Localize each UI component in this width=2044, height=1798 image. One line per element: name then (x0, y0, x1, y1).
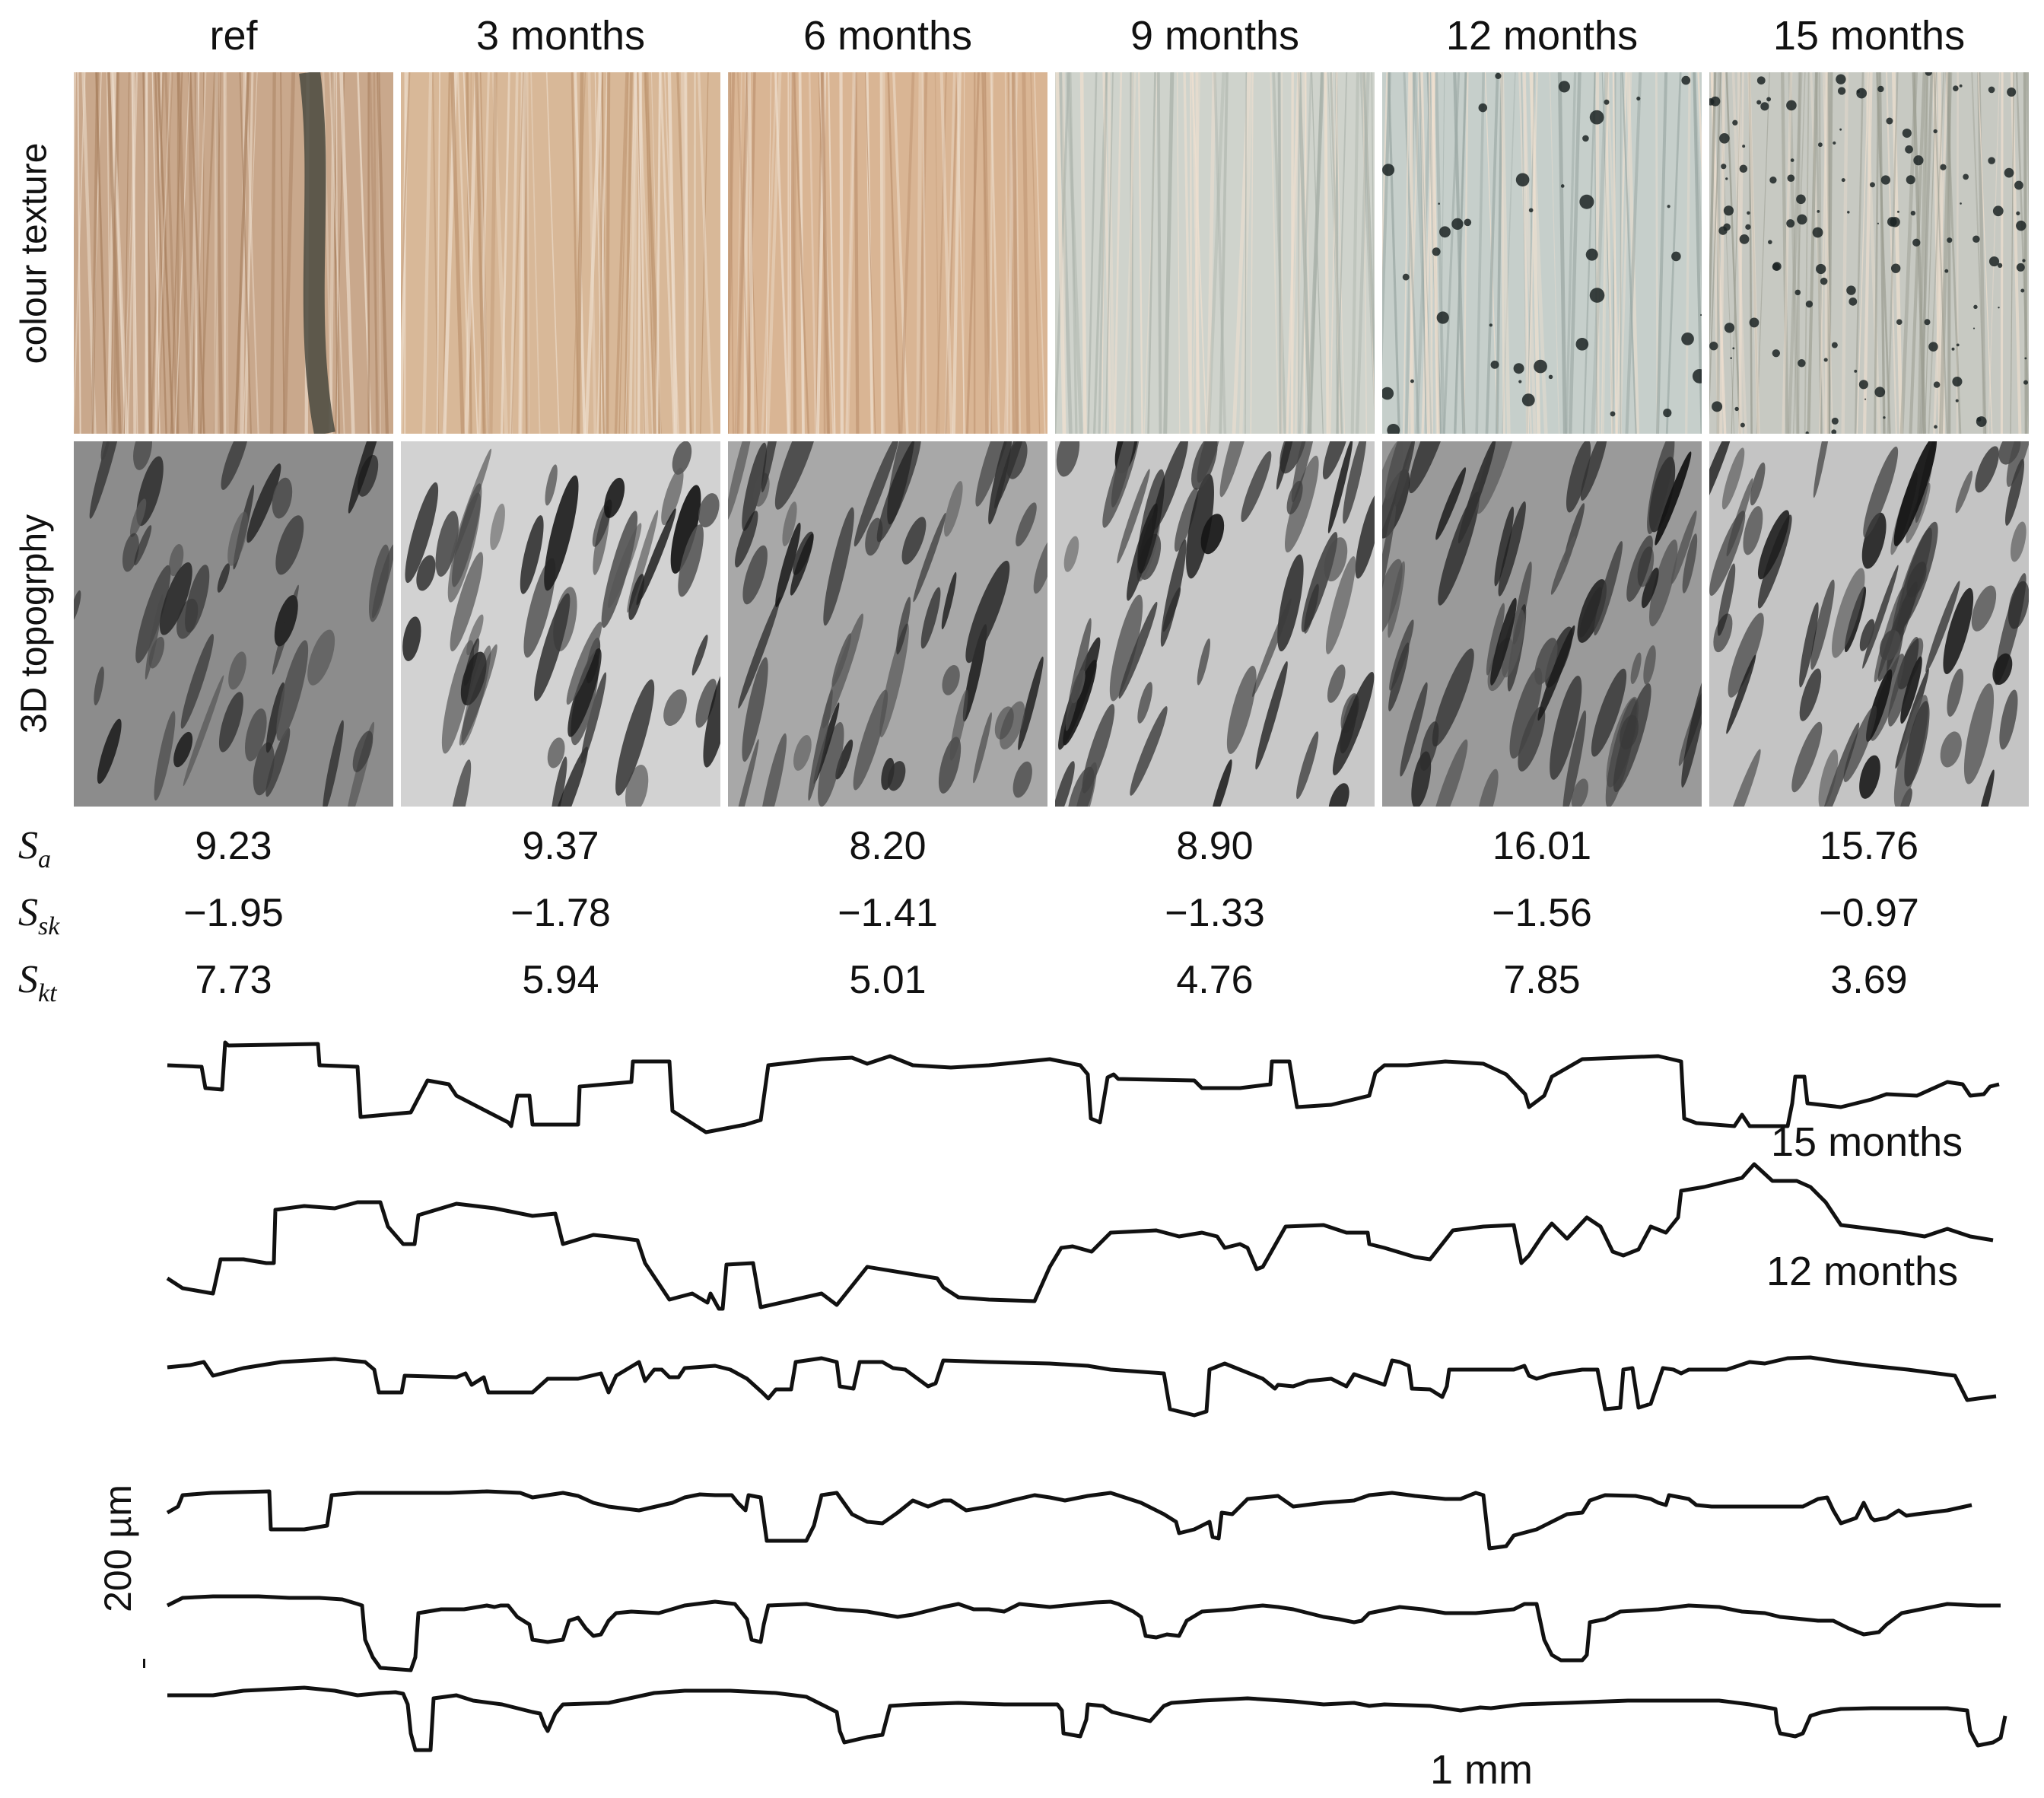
colour-texture-image-3-months (401, 72, 720, 434)
metric-value-sk-0: −1.95 (183, 891, 284, 935)
topography-image-6-months (728, 441, 1047, 807)
profile-ref (167, 1685, 2007, 1752)
metric-value-a-5: 15.76 (1819, 824, 1919, 868)
topography-image-3-months (401, 441, 720, 807)
colour-texture-image-9-months (1055, 72, 1375, 434)
topography-image-ref (74, 441, 393, 807)
metric-value-sk-2: −1.41 (838, 891, 938, 935)
metric-value-kt-3: 4.76 (1176, 958, 1254, 1002)
colour-texture-image-6-months (728, 72, 1047, 434)
metric-value-kt-2: 5.01 (849, 958, 927, 1002)
metric-value-a-3: 8.90 (1176, 824, 1254, 868)
metric-value-kt-4: 7.85 (1503, 958, 1581, 1002)
column-title-9-months: 9 months (1130, 13, 1300, 59)
profile-label-15-months: 15 months (1771, 1119, 1963, 1165)
profile-12-months (166, 1162, 1994, 1311)
topography-image-9-months (1055, 441, 1375, 807)
column-title-6-months: 6 months (803, 13, 973, 59)
metric-label-kt: Skt (18, 958, 57, 1007)
colour-texture-image-15-months (1709, 72, 2029, 434)
profile-6-months (166, 1489, 1972, 1551)
metric-value-sk-4: −1.56 (1492, 891, 1592, 935)
metric-value-sk-1: −1.78 (510, 891, 611, 935)
metric-label-a: Sa (18, 824, 51, 874)
colour-texture-image-ref (74, 72, 393, 434)
metric-value-kt-1: 5.94 (522, 958, 599, 1002)
metric-value-sk-3: −1.33 (1165, 891, 1265, 935)
profile-9-months (167, 1355, 1997, 1418)
vertical-scale-bar: 200 µm (97, 1485, 139, 1612)
profile-3-months (166, 1594, 2001, 1672)
metric-value-sk-5: −0.97 (1819, 891, 1919, 935)
metric-value-kt-5: 3.69 (1830, 958, 1908, 1002)
column-title-3-months: 3 months (475, 13, 646, 59)
vertical-scale-tick (143, 1659, 145, 1668)
column-title-12-months: 12 months (1445, 13, 1639, 59)
colour-texture-image-12-months (1382, 72, 1702, 434)
topography-image-12-months (1382, 441, 1702, 807)
profile-label-12-months: 12 months (1766, 1249, 1959, 1294)
horizontal-scale-bar: 1 mm (1430, 1747, 1533, 1793)
column-title-ref: ref (209, 13, 258, 59)
metric-label-sk: Ssk (18, 891, 60, 940)
profile-15-months (167, 1040, 2000, 1134)
metric-value-a-4: 16.01 (1492, 824, 1592, 868)
metric-value-kt-0: 7.73 (195, 958, 272, 1002)
column-title-15-months: 15 months (1772, 13, 1966, 59)
metric-value-a-2: 8.20 (849, 824, 927, 868)
metric-value-a-0: 9.23 (195, 824, 272, 868)
topography-image-15-months (1709, 441, 2029, 807)
metric-value-a-1: 9.37 (522, 824, 599, 868)
